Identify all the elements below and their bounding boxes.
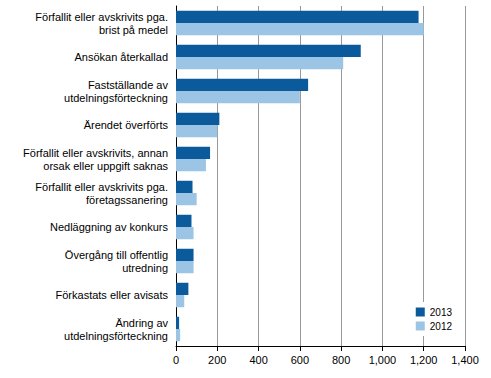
svg-text:utredning: utredning [122,262,168,274]
svg-text:1,400: 1,400 [451,354,479,366]
svg-text:Nedläggning av konkurs: Nedläggning av konkurs [50,221,169,233]
svg-text:Förfallit eller avskrivits pga: Förfallit eller avskrivits pga. [35,181,168,193]
svg-text:utdelningsförteckning: utdelningsförteckning [64,92,168,104]
svg-text:Förfallit eller avskrivits pga: Förfallit eller avskrivits pga. [35,11,168,23]
svg-text:1,000: 1,000 [369,354,397,366]
svg-text:200: 200 [208,354,226,366]
svg-text:Övergång till offentlig: Övergång till offentlig [65,249,168,261]
svg-text:Ärendet överförts: Ärendet överförts [84,119,169,131]
svg-text:utdelningsförteckning: utdelningsförteckning [64,330,168,342]
svg-text:brist på medel: brist på medel [99,24,168,36]
svg-text:orsak eller uppgift saknas: orsak eller uppgift saknas [43,160,168,172]
svg-text:400: 400 [249,354,267,366]
svg-text:2012: 2012 [430,321,453,332]
svg-text:Förkastats eller avisats: Förkastats eller avisats [56,289,169,301]
svg-text:företagssanering: företagssanering [86,194,168,206]
svg-text:0: 0 [173,354,179,366]
svg-text:Ansökan återkallad: Ansökan återkallad [74,51,168,63]
svg-text:Förfallit eller avskrivits, an: Förfallit eller avskrivits, annan [23,147,168,159]
svg-text:600: 600 [291,354,309,366]
svg-text:Fastställande av: Fastställande av [88,79,169,91]
svg-text:2013: 2013 [430,307,453,318]
svg-text:800: 800 [332,354,350,366]
svg-text:1,200: 1,200 [410,354,438,366]
svg-text:Ändring av: Ändring av [115,317,168,329]
